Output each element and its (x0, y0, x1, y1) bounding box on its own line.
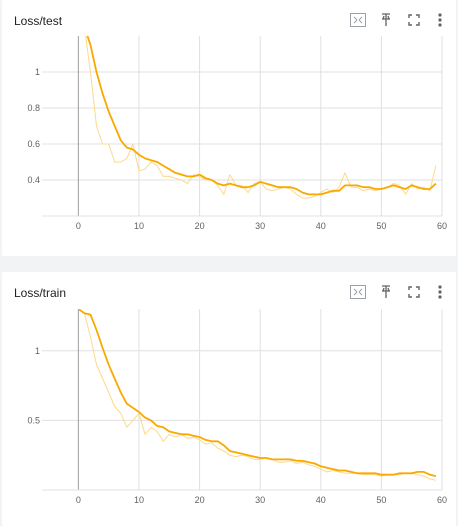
expand-icon[interactable] (348, 10, 368, 30)
x-tick-label: 40 (316, 221, 326, 231)
y-tick-label: 1 (35, 67, 40, 77)
y-tick-label: 0.8 (27, 103, 40, 113)
x-tick-label: 40 (316, 495, 326, 505)
more-vert-icon[interactable] (430, 10, 450, 30)
y-tick-label: 1 (35, 346, 40, 356)
smoothed-series-line (77, 309, 437, 477)
more-vert-icon[interactable] (430, 282, 450, 302)
x-tick-label: 10 (134, 221, 144, 231)
chart-card-loss-test: Loss/test 0.4 0.6 0.8 1 0 10 20 30 40 50 60 (2, 0, 456, 256)
line-chart-loss-train[interactable]: 0.510 10 20 30 40 50 60 (2, 304, 456, 509)
chart-card-loss-train: Loss/train 0.5 1 0 10 20 30 40 50 60 (2, 272, 456, 526)
x-tick-label: 60 (437, 221, 447, 231)
line-chart-loss-test[interactable]: 0.40.60.810 10 20 30 40 50 60 (2, 36, 456, 236)
y-tick-label: 0.4 (27, 175, 40, 185)
y-tick-label: 0.5 (27, 415, 40, 425)
x-tick-label: 20 (195, 495, 205, 505)
x-tick-label: 30 (255, 495, 265, 505)
card-title: Loss/train (14, 286, 67, 300)
expand-icon[interactable] (348, 282, 368, 302)
x-tick-label: 30 (255, 221, 265, 231)
raw-series-line (78, 309, 437, 481)
fullscreen-icon[interactable] (404, 10, 424, 30)
pin-icon[interactable] (376, 10, 396, 30)
x-tick-label: 60 (437, 495, 447, 505)
x-tick-label: 50 (376, 221, 386, 231)
card-title: Loss/test (14, 14, 63, 28)
x-tick-label: 50 (376, 495, 386, 505)
x-tick-label: 10 (134, 495, 144, 505)
smoothed-series-line (86, 36, 437, 196)
fullscreen-icon[interactable] (404, 282, 424, 302)
x-tick-label: 20 (195, 221, 205, 231)
x-tick-label: 0 (76, 495, 81, 505)
x-tick-label: 0 (76, 221, 81, 231)
y-tick-label: 0.6 (27, 139, 40, 149)
pin-icon[interactable] (376, 282, 396, 302)
